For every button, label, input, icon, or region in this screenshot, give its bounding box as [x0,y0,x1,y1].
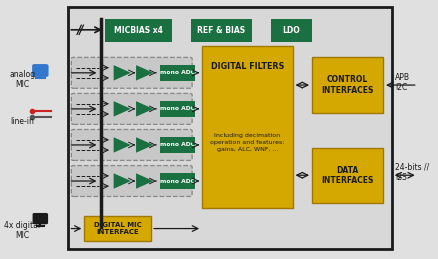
Bar [270,19,311,42]
FancyBboxPatch shape [71,166,192,197]
Bar [159,101,195,117]
Bar [311,57,382,113]
Text: mono ADC: mono ADC [160,142,194,147]
Bar [191,19,251,42]
Text: DIGITAL FILTERS: DIGITAL FILTERS [210,62,283,71]
Polygon shape [113,101,131,117]
Text: DATA
INTERFACES: DATA INTERFACES [321,166,373,185]
Bar [84,216,151,241]
Text: mono ADC: mono ADC [160,178,194,184]
Bar [105,19,171,42]
Bar [159,173,195,189]
Text: line-in: line-in [10,117,34,126]
Bar [68,7,391,249]
FancyBboxPatch shape [32,64,49,77]
FancyBboxPatch shape [71,57,192,88]
Text: Including decimation
operation and features:
gains, ALC, WNF, ...: Including decimation operation and featu… [210,133,284,152]
Polygon shape [113,65,131,81]
FancyBboxPatch shape [32,213,48,224]
Polygon shape [113,173,131,189]
Polygon shape [136,101,153,117]
Text: DIGITAL MIC
INTERFACE: DIGITAL MIC INTERFACE [94,222,141,235]
Text: mono ADC: mono ADC [160,70,194,75]
Text: APB
I2C: APB I2C [394,73,409,92]
Bar [201,46,292,208]
Polygon shape [136,173,153,189]
Bar [311,148,382,203]
Polygon shape [113,137,131,153]
Text: REF & BIAS: REF & BIAS [197,26,245,35]
Text: 4x digital
MIC: 4x digital MIC [4,221,40,240]
Text: mono ADC: mono ADC [160,106,194,111]
Text: MICBIAS x4: MICBIAS x4 [114,26,162,35]
Text: LDO: LDO [282,26,300,35]
Text: analog
MIC: analog MIC [9,70,35,89]
FancyBboxPatch shape [71,130,192,160]
Text: CONTROL
INTERFACES: CONTROL INTERFACES [321,75,373,95]
Text: 24-bits //
I2S: 24-bits // I2S [394,163,428,182]
Polygon shape [136,65,153,81]
Polygon shape [136,137,153,153]
Bar [159,137,195,153]
Bar [159,65,195,81]
FancyBboxPatch shape [71,93,192,124]
